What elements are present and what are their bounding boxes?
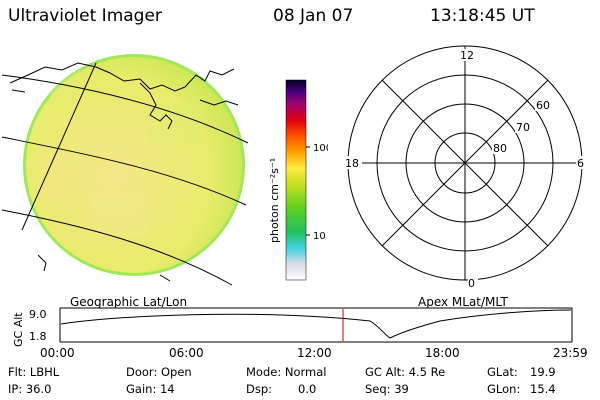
timeline-frame — [59, 307, 573, 343]
colorbar-gradient — [285, 79, 307, 281]
uv-emission-disk — [26, 57, 242, 273]
gc-alt-info: GC Alt: 4.5 Re — [365, 365, 446, 379]
dsp-value: 0.0 — [298, 382, 317, 396]
glon-value: 15.4 — [530, 382, 556, 396]
mlt-label-18: 18 — [345, 157, 359, 170]
app-title: Ultraviolet Imager — [8, 6, 162, 26]
latitude-grid-lines — [1, 62, 249, 286]
altitude-curve — [60, 309, 572, 339]
filter-info: Flt: LBHL — [8, 365, 60, 379]
dsp-label: Dsp: — [246, 382, 273, 396]
polar-diagonal-2 — [381, 79, 549, 247]
timeline-axis-title: GC Alt — [12, 312, 25, 347]
mlt-label-0: 0 — [468, 277, 475, 290]
door-info: Door: Open — [126, 365, 192, 379]
seq-info: Seq: 39 — [365, 382, 409, 396]
mlt-label-6: 6 — [577, 157, 584, 170]
glon-label: GLon: — [487, 382, 521, 396]
timeline-xtick-0600: 06:00 — [169, 346, 204, 360]
ip-info: IP: 36.0 — [8, 382, 52, 396]
timeline-ytick-low: 1.8 — [29, 330, 47, 343]
intensity-colorbar: 100 10 photon cm⁻²s⁻¹ — [268, 79, 328, 281]
colorbar-ticks — [306, 146, 310, 236]
glat-value: 19.9 — [530, 365, 556, 379]
mode-info: Mode: Normal — [246, 365, 327, 379]
timeline-xtick-2359: 23:59 — [553, 346, 588, 360]
coastline-fragments — [37, 254, 171, 282]
timeline-xtick-0000: 00:00 — [40, 346, 75, 360]
geographic-globe-view — [1, 54, 249, 286]
gain-info: Gain: 14 — [126, 382, 175, 396]
colorbar-unit-label: photon cm⁻²s⁻¹ — [268, 158, 281, 243]
mlt-label-12: 12 — [460, 49, 474, 62]
apex-panel-label: Apex MLat/MLT — [418, 295, 508, 309]
lat-label-60: 60 — [536, 99, 550, 112]
timeline-xtick-1800: 18:00 — [425, 346, 460, 360]
colorbar-tick-10: 10 — [313, 231, 326, 242]
glat-label: GLat: — [487, 365, 518, 379]
apex-polar-plot: 12 18 6 0 60 70 80 — [344, 45, 586, 290]
lat-label-70: 70 — [516, 121, 530, 134]
time-label: 13:18:45 UT — [430, 6, 535, 26]
lat-label-80: 80 — [493, 142, 507, 155]
timeline-xtick-1200: 12:00 — [297, 346, 332, 360]
coastline-outlines — [9, 62, 239, 130]
timeline-ytick-high: 9.0 — [29, 308, 47, 321]
geographic-panel-label: Geographic Lat/Lon — [70, 295, 188, 309]
orbit-altitude-timeline: GC Alt 9.0 1.8 — [12, 307, 573, 347]
colorbar-tick-100: 100 — [313, 143, 328, 154]
date-label: 08 Jan 07 — [273, 6, 354, 26]
